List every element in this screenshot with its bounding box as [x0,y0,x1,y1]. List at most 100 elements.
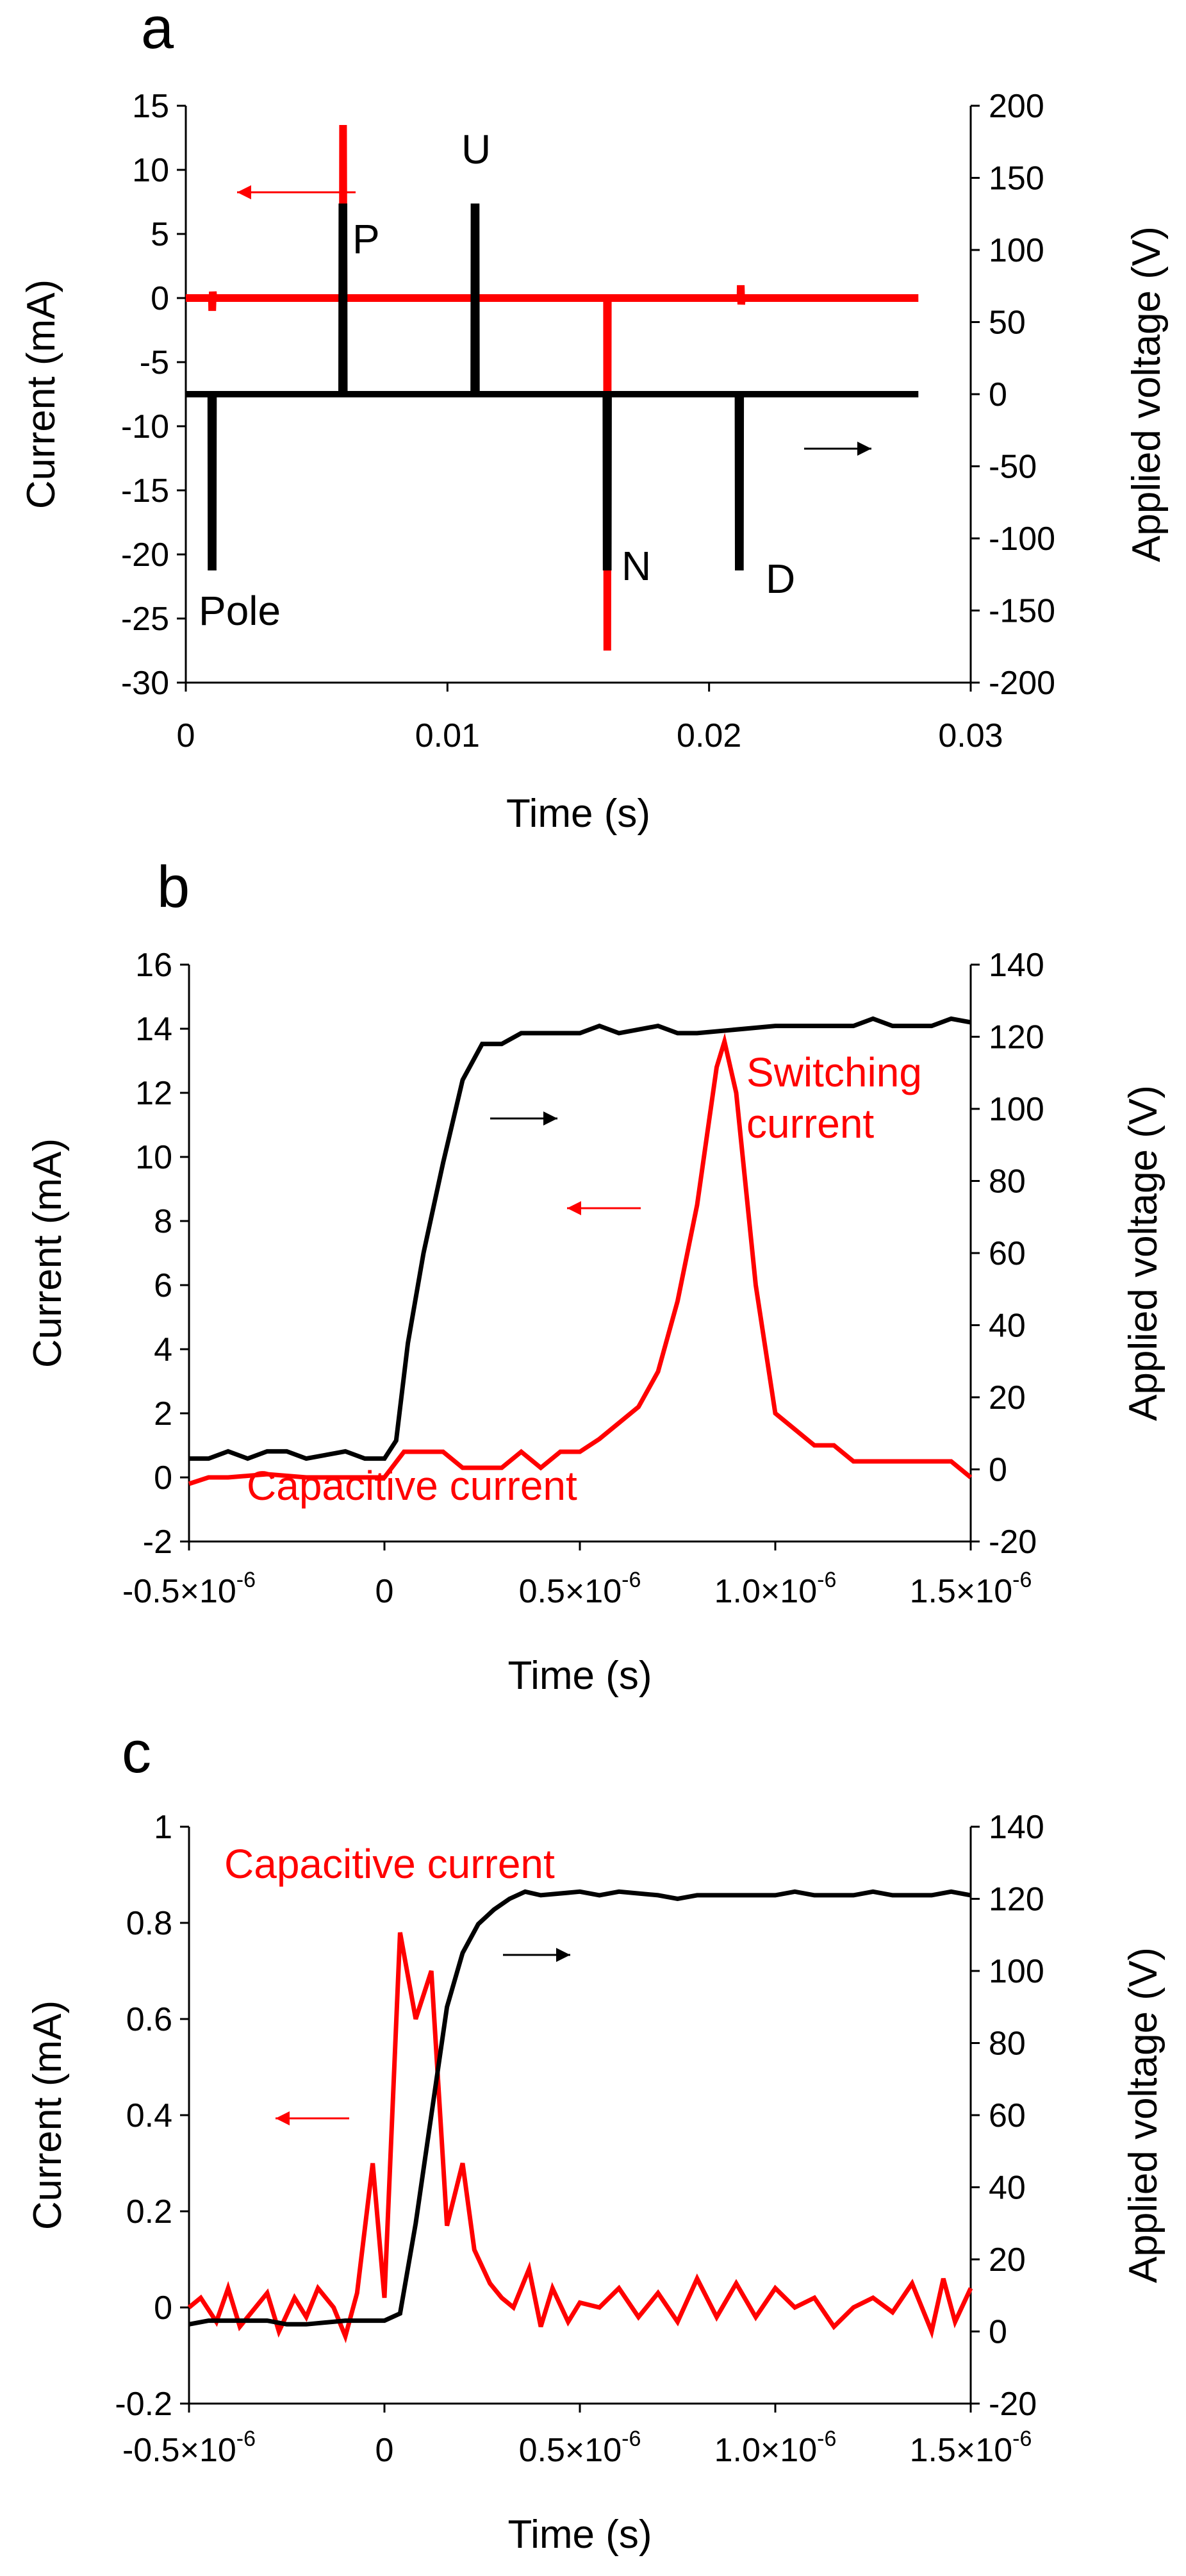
y-tick-label: 15 [132,88,169,125]
series-line-current [187,1932,973,2343]
y2-tick-label: -50 [989,449,1037,486]
y2-tick-label: 100 [989,1091,1044,1128]
y-tick-label: 4 [154,1331,172,1368]
x-axis-label: Time (s) [506,792,650,836]
x-tick-label: 1.5×10-6 [910,2427,1032,2469]
y-tick-label: 0.8 [126,1905,172,1942]
y-tick-label: 14 [135,1011,172,1048]
y-tick-label: 8 [154,1203,172,1240]
chart-panel-a: a-30-25-20-15-10-5051015-200-150-100-500… [19,0,1169,836]
y2-tick-label: 50 [989,304,1026,342]
panel-label: b [157,854,190,920]
y2-tick-label: 60 [989,2097,1026,2134]
annotation-label: Pole [199,588,281,634]
y2-tick-label: 120 [989,1019,1044,1056]
annotation-label: Switching current [746,1049,922,1147]
series-line-voltage [188,1889,971,2327]
x-tick-label: 0.5×10-6 [519,2427,641,2469]
y2-tick-label: 140 [989,947,1044,984]
x-tick-label: 1.5×10-6 [910,1568,1032,1610]
y-tick-label: -25 [121,601,169,638]
y-tick-label: 0 [151,280,169,317]
y-tick-label: 0 [154,2289,172,2327]
y2-tick-label: -150 [989,593,1055,630]
y-tick-label: 16 [135,947,172,984]
y2-tick-label: 0 [989,1452,1007,1489]
x-tick-label: 1.0×10-6 [714,1568,837,1610]
y-axis-label: Current (mA) [26,1138,70,1368]
y2-tick-label: 0 [989,376,1007,413]
series-line-voltage [189,1016,971,1461]
y2-axis-label: Applied voltage (V) [1121,1085,1165,1421]
x-tick-label: 0.03 [938,717,1003,754]
y-tick-label: 0 [154,1459,172,1497]
x-tick-label: 1.0×10-6 [714,2427,837,2469]
y2-tick-label: 20 [989,1379,1026,1417]
y2-tick-label: 20 [989,2241,1026,2279]
y2-tick-label: -100 [989,520,1055,558]
y2-tick-label: 80 [989,1163,1026,1201]
y-tick-label: 12 [135,1075,172,1112]
y2-axis-label: Applied voltage (V) [1121,1947,1165,2283]
annotation-label: U [461,126,491,172]
y-tick-label: 10 [135,1139,172,1176]
x-tick-label: 0 [375,1573,394,1610]
arrow-head-icon [857,442,871,456]
panel-label: c [122,1720,151,1785]
x-tick-label: 0.02 [677,717,741,754]
y-tick-label: -30 [121,665,169,702]
y2-tick-label: 60 [989,1235,1026,1272]
annotation-label: D [766,556,795,602]
y2-tick-label: 120 [989,1881,1044,1918]
y2-tick-label: 200 [989,88,1044,125]
x-tick-label: 0 [177,717,195,754]
arrow-head-icon [543,1111,557,1126]
y2-tick-label: 40 [989,2170,1026,2207]
panel-label: a [141,0,174,61]
y2-tick-label: -20 [989,1524,1037,1561]
arrow-head-icon [237,185,251,199]
x-tick-label: -0.5×10-6 [122,1568,256,1610]
y-tick-label: -0.2 [115,2386,172,2423]
y-tick-label: -2 [143,1524,172,1561]
annotation-label: P [352,216,380,262]
y-axis-label: Current (mA) [26,2000,70,2230]
arrow-head-icon [556,1948,570,1962]
y-tick-label: -5 [140,344,169,381]
y-tick-label: -15 [121,472,169,510]
chart-panel-b: b-20246810121416-20020406080100120140-0.… [26,854,1165,1698]
y-tick-label: 5 [151,216,169,253]
arrow-head-icon [567,1201,581,1215]
y-tick-label: 1 [154,1809,172,1846]
y2-tick-label: 140 [989,1809,1044,1846]
y2-tick-label: 40 [989,1308,1026,1345]
y2-axis-label: Applied voltage (V) [1124,226,1169,562]
annotation-label: Capacitive current [247,1463,577,1509]
y-tick-label: 0.2 [126,2193,172,2231]
x-tick-label: -0.5×10-6 [122,2427,256,2469]
y2-tick-label: 0 [989,2314,1007,2351]
y-tick-label: 0.4 [126,2097,172,2134]
y-tick-label: -10 [121,408,169,445]
annotation-label: N [622,543,651,589]
series-line-voltage [186,203,919,570]
annotation-label: Capacitive current [224,1841,555,1887]
x-tick-label: 0.5×10-6 [519,1568,641,1610]
y2-tick-label: -200 [989,665,1055,702]
x-tick-label: 0 [375,2432,394,2469]
y-tick-label: 2 [154,1395,172,1433]
y2-tick-label: 100 [989,232,1044,269]
x-tick-label: 0.01 [415,717,480,754]
y2-tick-label: 100 [989,1953,1044,1990]
y2-tick-label: 150 [989,160,1044,197]
y-tick-label: -20 [121,536,169,574]
y2-tick-label: -20 [989,2386,1037,2423]
series-line-current [188,1033,973,1486]
y-tick-label: 6 [154,1267,172,1304]
y-axis-label: Current (mA) [19,279,63,509]
series-line-current [186,124,919,651]
x-axis-label: Time (s) [508,1654,652,1698]
x-axis-label: Time (s) [508,2513,652,2557]
y-tick-label: 0.6 [126,2001,172,2038]
